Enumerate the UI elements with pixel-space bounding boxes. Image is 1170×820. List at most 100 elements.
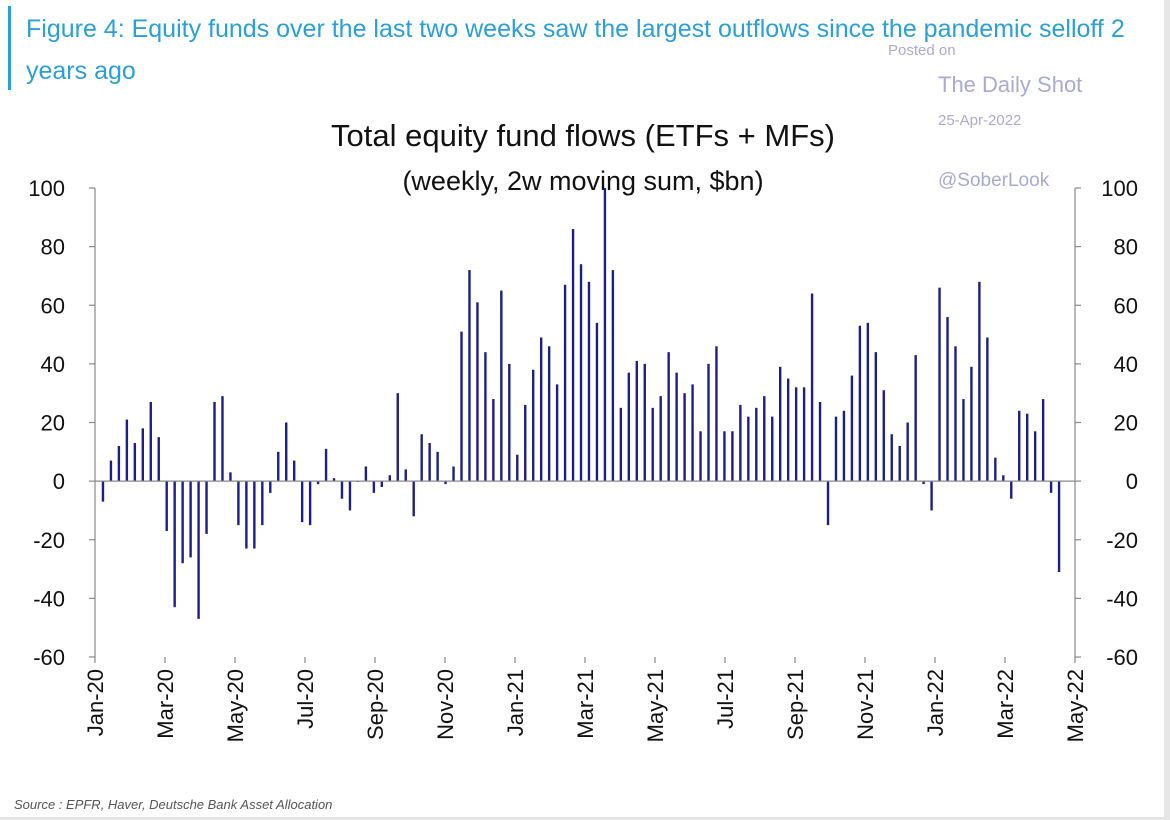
bar [468,270,471,482]
bar [882,390,885,482]
bar [181,481,184,564]
bar [101,481,105,502]
bar [125,419,129,482]
bar [300,481,304,523]
frame-bottom-edge [0,817,1170,820]
y-tick-label-left: -20 [33,528,65,553]
bar [739,404,742,482]
x-tick-label: Jul-20 [293,669,318,729]
bar [117,445,121,482]
bar [842,410,846,482]
x-tick-label: Nov-21 [853,669,878,740]
bar [627,372,631,482]
bar [723,431,726,482]
y-tick-label-right: 60 [1114,293,1138,318]
bar [643,363,646,482]
bar [802,387,806,482]
bar [316,481,320,485]
bar [149,401,152,482]
bar [221,396,224,482]
bar [922,481,925,485]
bar [579,264,583,482]
bar [133,443,137,482]
bar [603,188,607,482]
bar [747,416,750,482]
y-tick-label-right: -20 [1106,528,1138,553]
bar [157,437,160,482]
bar [914,355,917,482]
bar [675,372,678,482]
x-tick-label: Mar-20 [153,669,178,739]
bar [1041,399,1045,482]
bar [938,287,941,482]
y-tick-label-left: 0 [53,469,65,494]
bar [460,331,463,482]
bar [850,375,854,482]
bar [189,481,192,558]
bar [555,384,559,482]
watermark-date: 25-Apr-2022 [938,112,1022,129]
bar [890,434,893,482]
x-tick-label: Sep-20 [363,669,388,740]
bar [500,290,503,482]
bar [818,401,822,482]
figure-title: Figure 4: Equity funds over the last two… [26,15,1125,85]
bar [396,393,399,482]
bar [930,481,933,511]
x-tick-label: Jan-20 [83,669,108,736]
bar [292,460,296,482]
bar [308,481,312,526]
y-tick-label-left: 80 [41,235,65,260]
x-tick-label: Sep-21 [783,669,808,740]
bar [524,404,527,482]
bar [165,481,168,531]
y-tick-label-right: -60 [1106,645,1138,670]
bar [1018,410,1021,482]
bar [986,337,989,482]
bar [340,481,344,499]
bar [771,416,774,482]
bar [1026,413,1029,482]
bar [1057,481,1061,572]
bar [245,481,248,549]
bar [197,481,200,619]
bar [237,481,240,526]
y-tick-label-right: 80 [1114,235,1138,260]
bar [229,472,232,482]
x-tick-label: Mar-21 [573,669,598,739]
bar-series [101,188,1061,619]
bar [364,466,368,482]
y-tick-label-right: 100 [1101,176,1138,201]
y-tick-label-left: 100 [28,176,65,201]
bar [946,316,949,482]
y-tick-label-right: 40 [1114,352,1138,377]
bar [563,284,567,482]
bar [826,481,830,526]
bar [786,378,790,482]
bar [866,322,870,482]
bar [205,481,208,534]
bar [444,481,447,485]
bar [707,363,710,482]
bar [691,384,694,482]
bar [173,481,176,608]
chart-axes: -60 -60 -40 -40 -20 -20 0 0 20 20 40 40 60 60 80 80 100 1… [28,176,1138,742]
bar [452,466,455,482]
x-tick-label: Jan-22 [923,669,948,736]
x-tick-label: May-21 [643,669,668,742]
bar [484,352,487,482]
bar [109,460,113,482]
bar [619,407,623,482]
bar [388,475,391,482]
bar [755,407,758,482]
x-tick-label: Mar-22 [993,669,1018,739]
bar [587,281,591,482]
bar [436,451,439,482]
bar [539,337,543,482]
y-tick-label-left: 60 [41,293,65,318]
bar [532,369,535,482]
y-tick-label-right: 0 [1126,469,1138,494]
bar [348,481,352,511]
watermark-posted-on: Posted on [888,42,956,59]
